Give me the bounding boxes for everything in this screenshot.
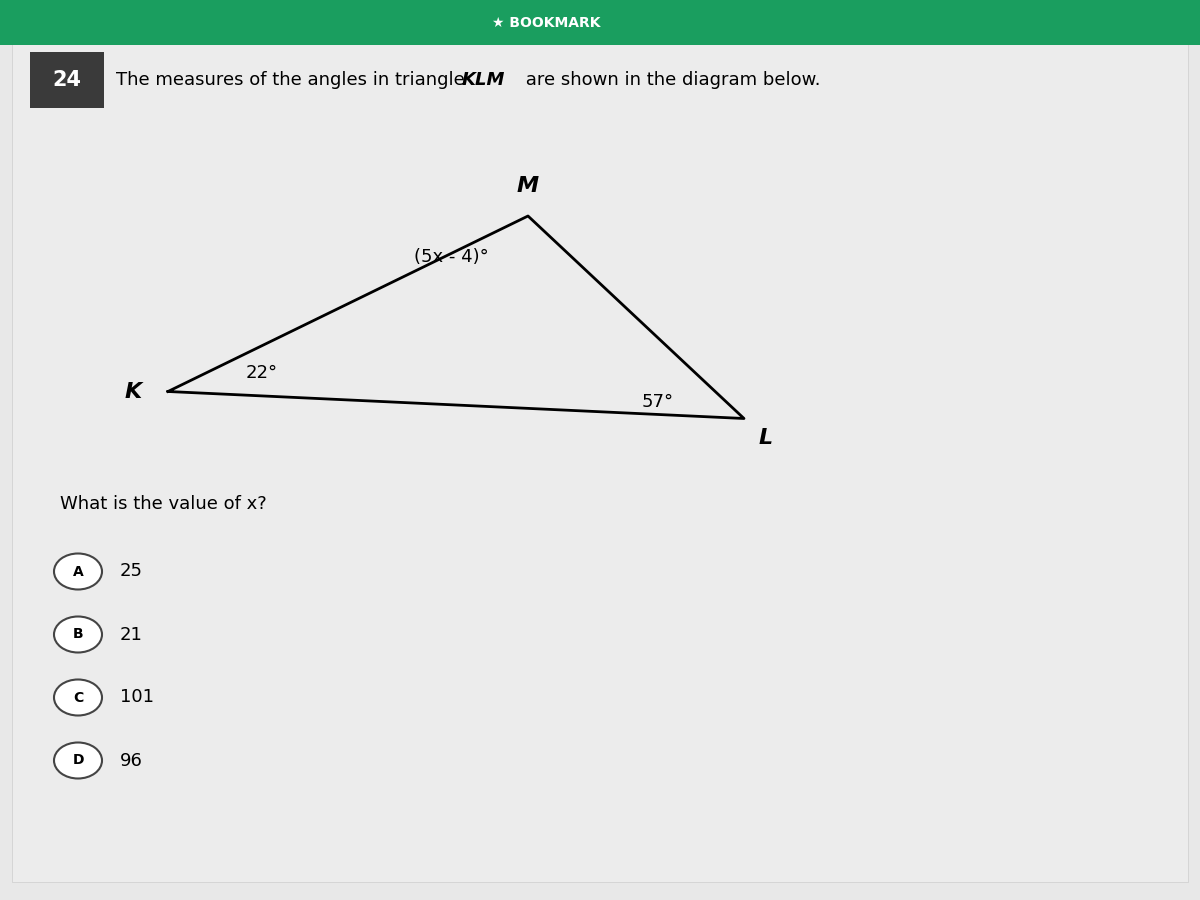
Text: D: D xyxy=(72,753,84,768)
Text: (5x - 4)°: (5x - 4)° xyxy=(414,248,488,266)
Text: A: A xyxy=(73,564,83,579)
Text: 57°: 57° xyxy=(642,393,674,411)
Text: C: C xyxy=(73,690,83,705)
FancyBboxPatch shape xyxy=(30,52,104,108)
Circle shape xyxy=(54,616,102,652)
Text: 24: 24 xyxy=(53,70,82,90)
Text: KLM: KLM xyxy=(462,71,505,89)
FancyBboxPatch shape xyxy=(0,0,1200,45)
Text: 25: 25 xyxy=(120,562,143,580)
Circle shape xyxy=(54,680,102,716)
Text: K: K xyxy=(125,382,142,401)
Text: are shown in the diagram below.: are shown in the diagram below. xyxy=(520,71,820,89)
Text: 96: 96 xyxy=(120,752,143,770)
Circle shape xyxy=(54,742,102,778)
Circle shape xyxy=(54,554,102,590)
Text: M: M xyxy=(517,176,539,196)
Text: The measures of the angles in triangle: The measures of the angles in triangle xyxy=(116,71,470,89)
Text: L: L xyxy=(758,428,773,447)
Text: 101: 101 xyxy=(120,688,154,706)
Text: B: B xyxy=(73,627,83,642)
Text: 21: 21 xyxy=(120,626,143,644)
FancyBboxPatch shape xyxy=(12,36,1188,882)
Text: What is the value of x?: What is the value of x? xyxy=(60,495,266,513)
Text: ★ BOOKMARK: ★ BOOKMARK xyxy=(492,15,600,30)
Text: 22°: 22° xyxy=(246,364,278,382)
